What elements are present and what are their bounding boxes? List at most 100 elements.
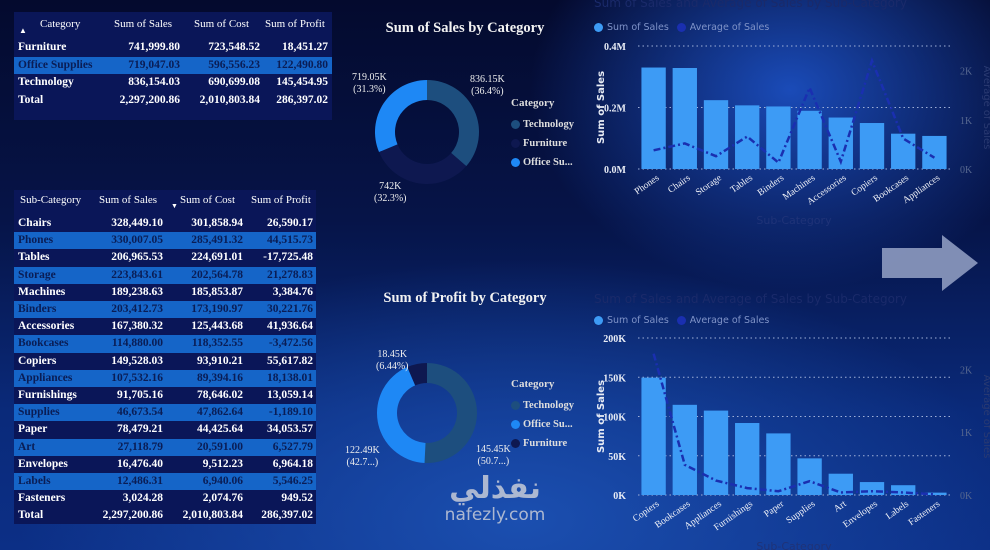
bar-appliances[interactable] — [703, 410, 729, 495]
table-row[interactable]: Supplies 46,673.54 47,862.64 -1,189.10 — [14, 404, 316, 422]
y-tick-label: 0.2M — [604, 104, 627, 115]
header-category[interactable]: Category — [40, 18, 81, 30]
table-row[interactable]: Envelopes 16,476.40 9,512.23 6,964.18 — [14, 456, 316, 473]
legend-item-furniture[interactable]: Furniture — [511, 434, 574, 453]
cell-profit: 26,590.17 — [267, 217, 313, 229]
cell-sales: 27,118.79 — [117, 440, 163, 453]
cell-profit: 6,964.18 — [272, 457, 313, 470]
bar-envelopes[interactable] — [859, 482, 885, 495]
header-cost[interactable]: Sum of Cost — [194, 18, 250, 30]
x-axis-label: Sub-Category — [756, 540, 832, 550]
cell-cost: 185,853.87 — [191, 285, 243, 298]
header-profit[interactable]: Sum of Profit — [251, 194, 311, 206]
table-row[interactable]: Furniture 741,999.80 723,548.52 18,451.27 — [14, 39, 332, 57]
y-tick-label: 150K — [603, 373, 626, 384]
table-row[interactable]: Appliances 107,532.16 89,394.16 18,138.01 — [14, 369, 316, 387]
y-tick-label: 200K — [603, 334, 626, 345]
bar-paper[interactable] — [766, 433, 791, 495]
donut-slice-office-supplies[interactable] — [375, 80, 427, 153]
sort-asc-icon[interactable]: ▲ — [19, 26, 27, 35]
cell-profit: 145,454.95 — [276, 76, 328, 88]
bar-chairs[interactable] — [672, 68, 697, 169]
header-sales[interactable]: Sum of Sales — [99, 194, 158, 206]
table-row[interactable]: Fasteners 3,024.28 2,074.76 949.52 — [14, 490, 316, 507]
table-row[interactable]: Machines 189,238.63 185,853.87 3,384.76 — [14, 284, 316, 301]
sort-desc-icon[interactable]: ▼ — [171, 202, 178, 210]
bar-tables[interactable] — [735, 105, 760, 169]
bar-supplies[interactable] — [797, 458, 822, 495]
table-row[interactable]: Bookcases 114,880.00 118,352.55 -3,472.56 — [14, 335, 316, 353]
data-label: 836.15K (36.4%) — [470, 74, 505, 98]
cell-sales: 149,528.03 — [111, 354, 163, 367]
legend-label[interactable]: Sum of Sales — [607, 22, 669, 33]
legend-item-furniture[interactable]: Furniture — [511, 134, 574, 153]
legend-item-technology[interactable]: Technology — [511, 115, 574, 134]
bar-furnishings[interactable] — [735, 423, 760, 495]
y2-tick-label: 0K — [960, 491, 973, 502]
table-row[interactable]: Office Supplies 719,047.03 596,556.23 122,4… — [14, 56, 332, 74]
table-row[interactable]: Technology 836,154.03 690,699.08 145,454.95 — [14, 74, 332, 92]
legend-item-office-supplies[interactable]: Office Su... — [511, 153, 574, 172]
donut-slice-technology[interactable] — [424, 363, 477, 463]
profit-donut-title: Sum of Profit by Category — [383, 290, 547, 306]
cell-sales: 107,532.16 — [111, 371, 163, 384]
bar-machines[interactable] — [797, 110, 822, 169]
table-row[interactable]: Furnishings 91,705.16 78,646.02 13,059.14 — [14, 387, 316, 404]
y-tick-label: 0.4M — [604, 42, 627, 53]
bar-labels[interactable] — [891, 485, 916, 495]
bar-storage[interactable] — [703, 100, 729, 169]
legend-label: Office Su... — [523, 157, 573, 168]
table-row[interactable]: Labels 12,486.31 6,940.06 5,546.25 — [14, 473, 316, 491]
cell-profit: -1,189.10 — [268, 406, 313, 419]
table-row[interactable]: Accessories 167,380.32 125,443.68 41,936.64 — [14, 318, 316, 335]
average-line[interactable] — [653, 57, 936, 166]
watermark-latin: nafezly.com — [444, 505, 546, 525]
data-label-pct: (50.7...) — [477, 456, 510, 467]
table-row[interactable]: Chairs 328,449.10 301,858.94 26,590.17 — [14, 215, 316, 232]
donut-slice-technology[interactable] — [427, 80, 479, 167]
table-row[interactable]: Art 27,118.79 20,591.00 6,527.79 — [14, 438, 316, 456]
cell-cost: 93,910.21 — [197, 354, 243, 367]
total-row[interactable]: Total 2,297,200.86 2,010,803.84 286,397.02 — [14, 92, 332, 110]
bar-fasteners[interactable] — [922, 492, 947, 495]
data-label-pct: (36.4%) — [471, 86, 504, 97]
table-row[interactable]: Tables 206,965.53 224,691.01 -17,725.48 — [14, 249, 316, 266]
legend-label[interactable]: Sum of Sales — [607, 315, 669, 326]
cell-profit: 286,397.02 — [276, 93, 328, 106]
legend-item-office-supplies[interactable]: Office Su... — [511, 415, 574, 434]
bar-copiers[interactable] — [859, 123, 885, 169]
table-row[interactable]: Copiers 149,528.03 93,910.21 55,617.82 — [14, 353, 316, 370]
table-row[interactable]: Phones 330,007.05 285,491.32 44,515.73 — [14, 232, 316, 250]
bar-binders[interactable] — [766, 106, 791, 169]
cell-name: Chairs — [18, 217, 52, 229]
x-tick-label: Paper — [763, 499, 787, 520]
donut-slice-furniture[interactable] — [407, 363, 427, 386]
cell-profit: 30,221.76 — [267, 303, 313, 315]
header-subcategory[interactable]: Sub-Category — [20, 194, 82, 206]
header-sales[interactable]: Sum of Sales — [114, 18, 173, 30]
total-row[interactable]: Total 2,297,200.86 2,010,803.84 286,397.02 — [14, 507, 316, 524]
bar-bookcases[interactable] — [672, 404, 697, 495]
legend-label[interactable]: Average of Sales — [689, 315, 770, 326]
table-row[interactable]: Binders 203,412.73 173,190.97 30,221.76 — [14, 301, 316, 319]
header-profit[interactable]: Sum of Profit — [265, 18, 325, 30]
cell-cost: 202,564.78 — [191, 268, 243, 281]
table-row[interactable]: Paper 78,479.21 44,425.64 34,053.57 — [14, 421, 316, 438]
legend-dot-icon — [594, 316, 603, 325]
cell-name: Envelopes — [18, 457, 68, 470]
cell-cost: 125,443.68 — [191, 320, 243, 333]
donut-slice-furniture[interactable] — [379, 144, 467, 185]
watermark-arabic: نفذلي — [449, 471, 541, 506]
x-axis-label: Sub-Category — [756, 214, 832, 227]
legend-label[interactable]: Average of Sales — [689, 22, 770, 33]
chart-title: Sum of Sales and Average of Sales by Sub… — [594, 0, 907, 10]
table-row[interactable]: Storage 223,843.61 202,564.78 21,278.83 — [14, 266, 316, 284]
legend-item-technology[interactable]: Technology — [511, 396, 574, 415]
bar-phones[interactable] — [641, 67, 666, 169]
donut-slice-office-supplies[interactable] — [377, 367, 426, 463]
bar-bookcases[interactable] — [891, 133, 916, 169]
bar-copiers[interactable] — [641, 377, 666, 495]
right-arrow-icon[interactable] — [880, 233, 980, 293]
header-cost[interactable]: Sum of Cost — [180, 194, 236, 206]
average-line[interactable] — [652, 353, 935, 496]
